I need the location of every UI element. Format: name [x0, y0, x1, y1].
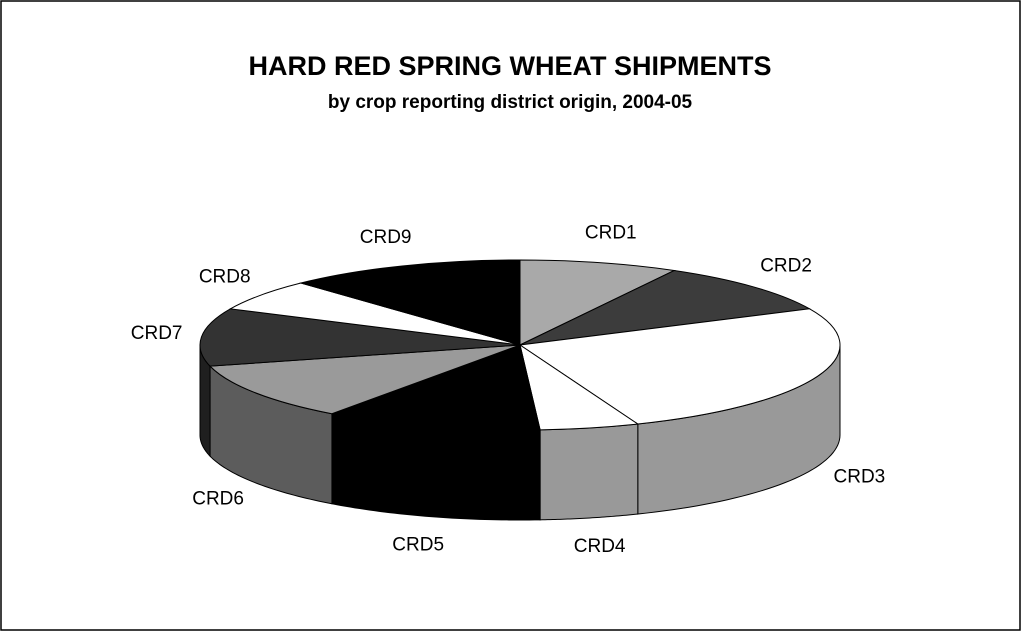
- slice-label: CRD4: [574, 536, 626, 557]
- slice-label: CRD1: [585, 223, 637, 244]
- slice: [518, 308, 841, 425]
- slice: [208, 344, 521, 415]
- slice-label: CRD7: [131, 323, 183, 344]
- slice: [519, 259, 676, 346]
- slice: [330, 344, 541, 431]
- slice: [519, 269, 812, 346]
- slice: [199, 308, 521, 367]
- slice-side: [539, 423, 639, 521]
- slice-label: CRD3: [834, 466, 886, 487]
- slice: [299, 259, 521, 346]
- slice-label: CRD8: [199, 266, 251, 287]
- slice-label: CRD2: [760, 255, 812, 276]
- slice-label: CRD6: [192, 489, 244, 510]
- chart-title: HARD RED SPRING WHEAT SHIPMENTS: [248, 51, 771, 81]
- slice: [228, 282, 521, 346]
- chart-subtitle: by crop reporting district origin, 2004-…: [328, 92, 693, 113]
- slice-label: CRD5: [392, 534, 444, 555]
- slice-label: CRD9: [360, 227, 412, 248]
